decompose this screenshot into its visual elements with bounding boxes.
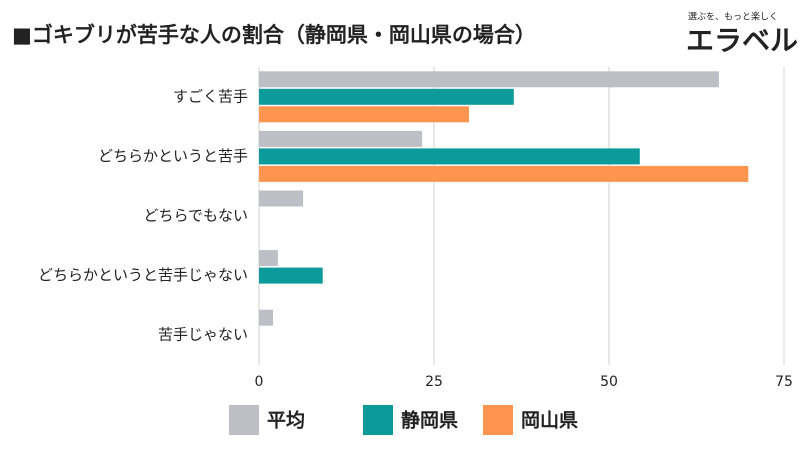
bar <box>259 88 514 105</box>
bar <box>259 165 749 182</box>
legend-label: 平均 <box>267 409 305 432</box>
legend-label: 静岡県 <box>401 409 458 432</box>
legend-swatch <box>483 405 513 435</box>
legend-swatch <box>229 405 259 435</box>
logo-name: エラベル <box>686 24 798 57</box>
bar <box>259 148 640 165</box>
bar <box>259 71 719 88</box>
bar <box>259 267 323 284</box>
x-tick-label: 25 <box>425 374 443 390</box>
y-tick-label: どちらかというと苦手 <box>98 147 248 165</box>
bar <box>259 130 423 147</box>
x-tick-label: 75 <box>775 374 793 390</box>
bar <box>259 106 469 123</box>
chart-title: ■ゴキブリが苦手な人の割合（静岡県・岡山県の場合） <box>12 23 536 47</box>
bar <box>259 190 304 207</box>
legend-label: 岡山県 <box>521 410 578 432</box>
y-tick-label: すごく苦手 <box>173 87 248 105</box>
legend-swatch <box>363 405 393 435</box>
y-tick-label: どちらでもない <box>143 207 248 225</box>
bar <box>259 309 273 326</box>
logo-tagline: 選ぶを、もっと楽しく <box>688 11 778 23</box>
y-tick-label: 苦手じゃない <box>158 326 248 344</box>
bar <box>259 250 278 267</box>
y-tick-label: どちらかというと苦手じゃない <box>38 266 248 284</box>
x-tick-label: 50 <box>600 374 618 390</box>
x-tick-label: 0 <box>255 374 264 390</box>
